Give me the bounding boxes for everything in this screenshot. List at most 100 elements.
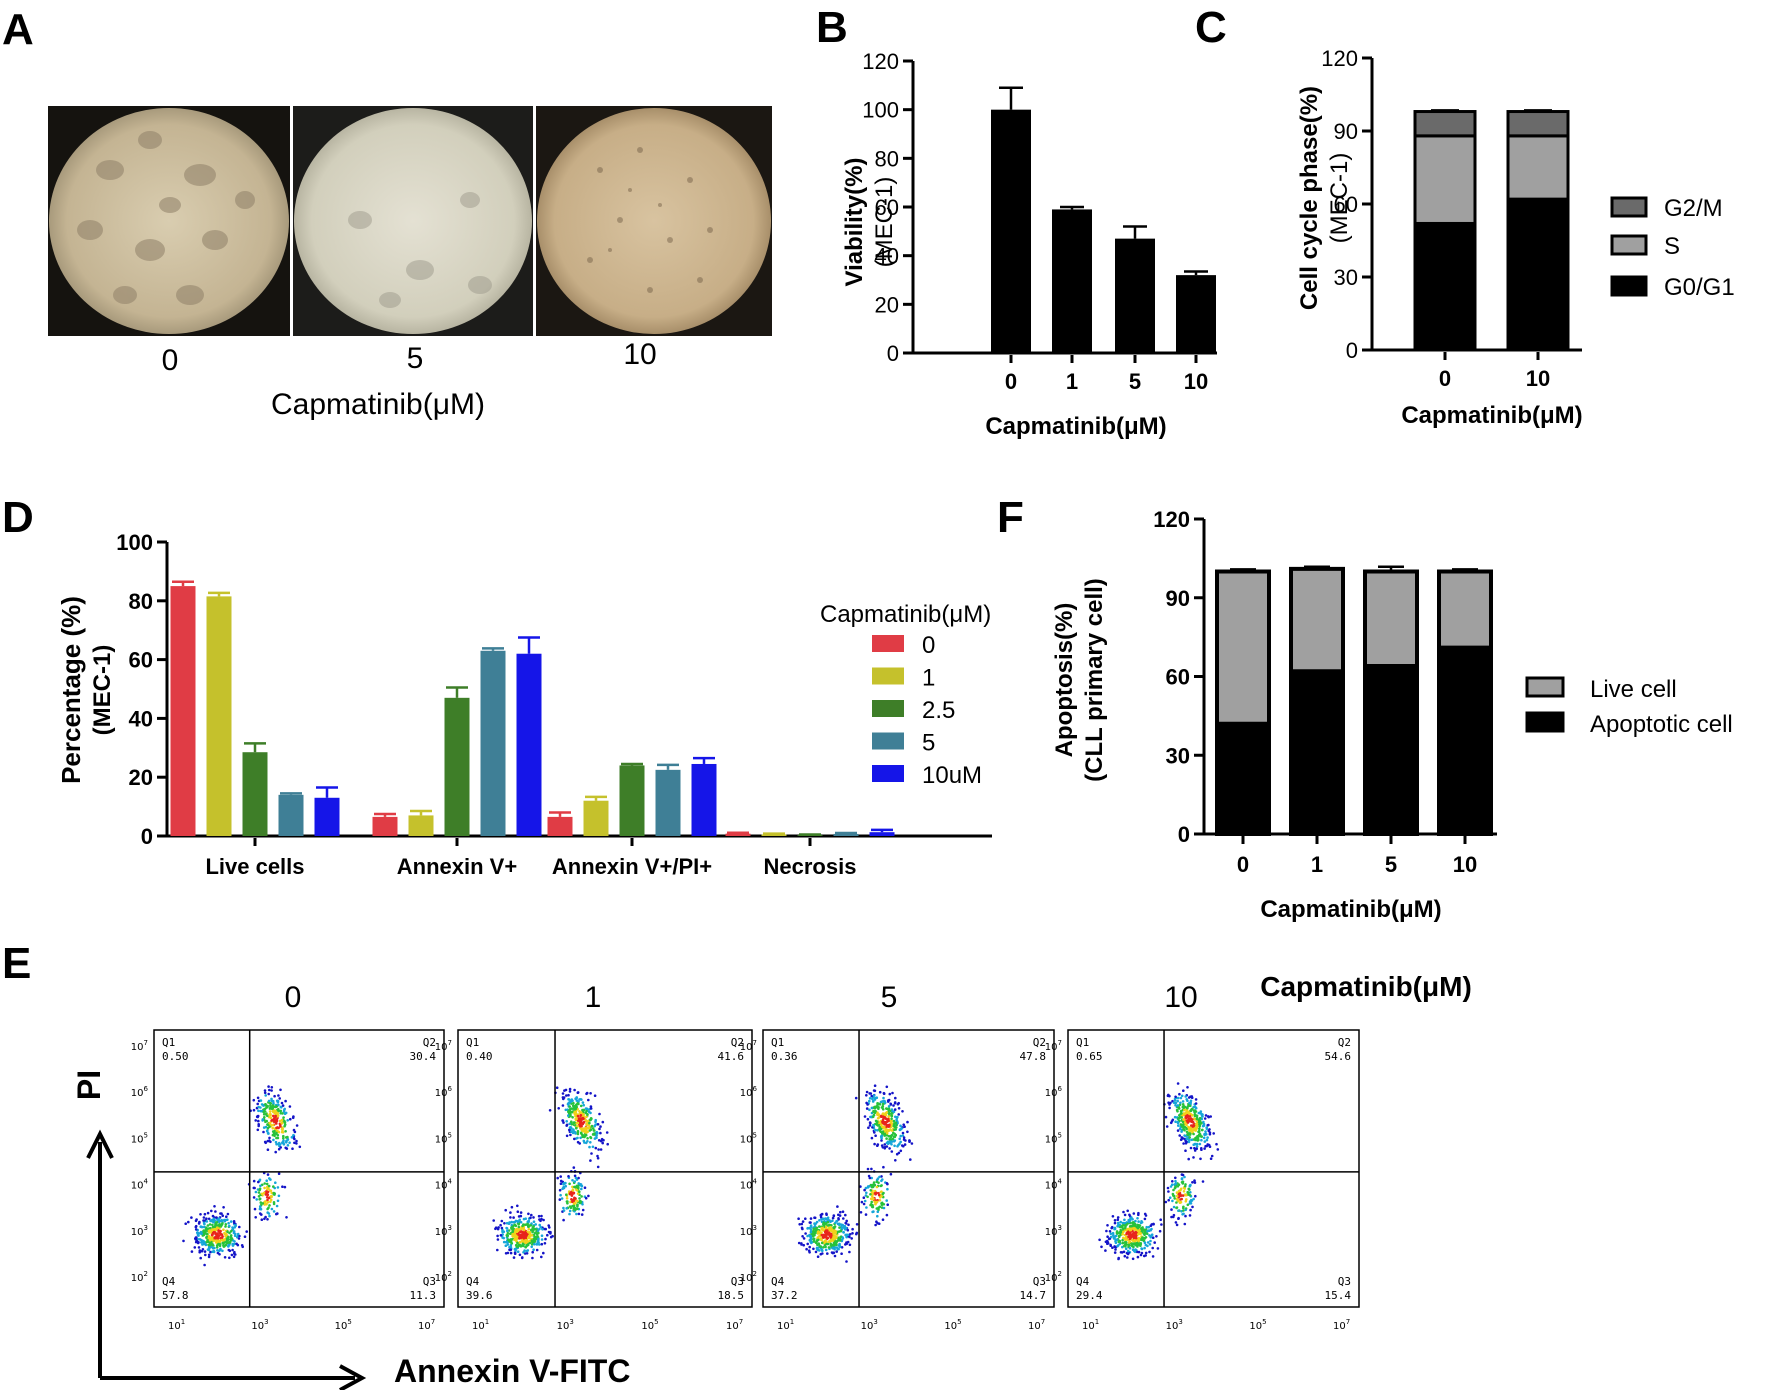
e-dot [1189,1099,1193,1103]
c-xlabel: Capmatinib(μM) [1401,402,1582,429]
e-dot [805,1247,808,1251]
e-dot [279,1088,282,1092]
e-dot [578,1110,581,1113]
d-bar-5 [833,833,859,836]
e-dot [261,1202,265,1205]
e-dot [276,1186,280,1189]
e-dot [863,1188,866,1192]
e-dot [576,1204,579,1208]
e-dot [272,1123,275,1127]
e-dot [879,1184,883,1188]
e-dot [232,1221,236,1224]
e-dot [1188,1188,1191,1191]
e-dot [579,1117,583,1120]
e-dot [509,1211,512,1214]
e-dot [817,1243,821,1246]
e-dot [1134,1248,1137,1251]
e-dot [896,1102,900,1106]
e-dot [289,1117,292,1121]
e-dot [898,1128,902,1132]
e-dot [1175,1197,1179,1201]
e-dot [841,1210,845,1213]
b-ylabel: Viability(%) [841,158,868,287]
micrograph-label-0: 0 [162,344,179,377]
e-dot [838,1223,841,1226]
e-dot [544,1227,547,1231]
e-dot [281,1141,285,1144]
e-dot [293,1137,296,1141]
f-y-tick-label: 120 [1153,507,1190,532]
e-dot [1187,1096,1191,1099]
e-dot [257,1195,261,1198]
e-dot [262,1110,266,1114]
e-dot [577,1212,581,1216]
e-dot [500,1226,504,1230]
e-dot [1176,1082,1180,1085]
e-dot [865,1107,869,1110]
e-dot [1184,1214,1187,1218]
e-dot [1139,1244,1142,1247]
e-dot [570,1198,573,1201]
e-dot [258,1205,262,1208]
e-dot [530,1245,533,1249]
panel-label-d: D [2,493,34,542]
e-y-tick-label: 106 [740,1085,758,1099]
e-dot [519,1211,523,1214]
e-dot [797,1241,801,1245]
e-dot [266,1114,269,1118]
e-dot [582,1103,585,1107]
e-dot [266,1129,269,1132]
e-dot [1186,1190,1189,1194]
e-dot [211,1225,215,1229]
e-dot [576,1199,579,1203]
e-dot [1182,1206,1185,1210]
e-dot [878,1199,882,1202]
e-dot [221,1235,224,1238]
e-dot [252,1196,256,1199]
e-dot [285,1216,288,1219]
e-dot [1195,1147,1198,1150]
e-dot [578,1197,581,1200]
e-dot [494,1226,498,1229]
e-y-tick-label: 105 [1045,1131,1062,1145]
e-dot [584,1133,588,1137]
e-dot [513,1238,516,1241]
e-dot [1175,1191,1179,1194]
e-dot [878,1090,882,1094]
e-dot [567,1175,570,1178]
e-dot [866,1167,870,1171]
e-dot [881,1130,885,1133]
e-dot [211,1232,215,1235]
e-dot [866,1195,869,1199]
f-y-tick-label: 60 [1166,665,1190,690]
e-q1-value: 0.50 [162,1050,189,1063]
e-y-tick-label: 105 [131,1131,148,1145]
e-dot [819,1214,823,1217]
e-dot [284,1111,288,1115]
e-dot [209,1242,213,1246]
e-dot [818,1225,821,1228]
e-dot [200,1225,204,1229]
e-dot [256,1128,260,1132]
e-dot [1131,1248,1135,1251]
e-dot [259,1201,263,1204]
e-q2-value: 41.6 [718,1050,745,1063]
e-dot [1193,1146,1196,1150]
e-q4-value: 29.4 [1076,1289,1103,1302]
panel-d: 0 20 40 60 80 100 Live cells Annexin V+ Annexin … [56,530,992,879]
e-dot [872,1094,876,1097]
e-dot [865,1090,869,1094]
e-dot [269,1113,272,1116]
e-dot [1126,1252,1130,1256]
e-dot [1135,1250,1139,1254]
e-dot [1202,1136,1206,1140]
e-dot [549,1235,553,1239]
e-xlabel: Annexin V-FITC [394,1353,630,1389]
e-dot [281,1185,284,1188]
e-y-tick-label: 102 [435,1270,452,1284]
e-dot [223,1256,227,1259]
e-dot [870,1136,874,1140]
e-dot [1180,1112,1183,1115]
e-dot [1178,1192,1181,1196]
